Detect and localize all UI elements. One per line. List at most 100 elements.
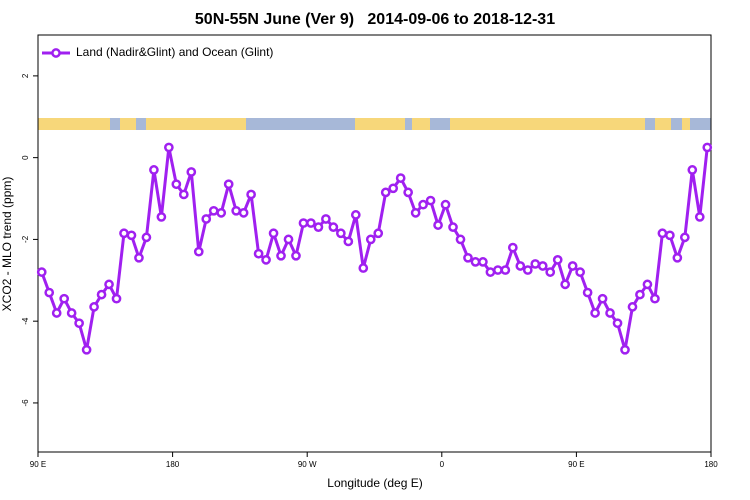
data-point	[530, 259, 541, 269]
data-point	[403, 187, 413, 198]
data-point	[306, 218, 316, 228]
data-point	[238, 207, 249, 218]
y-tick-label: -6	[21, 399, 30, 407]
x-tick-label: 0	[440, 460, 445, 469]
data-point	[164, 142, 174, 153]
data-point	[149, 165, 159, 175]
data-point	[261, 255, 271, 265]
data-point	[74, 318, 84, 329]
data-point	[268, 228, 279, 239]
data-point	[672, 252, 683, 263]
data-point	[44, 287, 55, 298]
y-axis-label: XCO2 - MLO trend (ppm)	[0, 177, 14, 312]
data-point	[171, 179, 182, 190]
data-point	[657, 228, 668, 239]
data-point	[96, 289, 107, 300]
legend-label: Land (Nadir&Glint) and Ocean (Glint)	[76, 45, 273, 59]
data-point	[156, 212, 167, 222]
x-tick-label: 180	[704, 460, 718, 469]
data-point	[283, 234, 294, 245]
data-point	[522, 265, 533, 275]
y-tick-label: -4	[21, 317, 30, 325]
data-point	[59, 293, 70, 304]
data-point	[582, 287, 593, 298]
data-point	[313, 222, 324, 232]
x-tick-label: 90 E	[30, 460, 46, 469]
data-point	[134, 252, 144, 263]
data-point	[575, 267, 585, 277]
data-point	[119, 228, 129, 239]
data-point	[201, 214, 212, 224]
data-point	[590, 308, 600, 318]
data-point	[605, 308, 615, 318]
data-point	[380, 187, 391, 198]
data-point	[178, 189, 189, 200]
legend-marker	[51, 48, 61, 58]
data-point	[358, 263, 369, 273]
data-point	[507, 242, 518, 253]
data-point	[537, 261, 548, 271]
plot-frame	[37, 34, 712, 453]
data-point	[679, 232, 690, 243]
data-point	[36, 267, 47, 277]
data-point	[51, 308, 62, 318]
data-point	[253, 248, 264, 259]
data-point	[395, 173, 406, 183]
y-tick-label: -2	[21, 235, 30, 243]
data-point	[440, 199, 451, 210]
data-point	[635, 289, 645, 300]
data-point	[500, 265, 511, 275]
data-point	[81, 344, 92, 355]
data-point	[336, 228, 346, 239]
data-point	[515, 261, 526, 271]
x-axis-label: Longitude (deg E)	[327, 476, 422, 490]
data-point	[246, 189, 256, 200]
x-tick-label: 90 E	[568, 460, 584, 469]
data-point	[223, 179, 234, 190]
data-point	[627, 302, 638, 312]
chart-title: 50N-55N June (Ver 9) 2014-09-06 to 2018-…	[195, 11, 555, 28]
data-point	[111, 293, 122, 304]
y-tick-label: 2	[21, 73, 30, 78]
data-point	[642, 279, 653, 290]
data-point	[545, 267, 556, 277]
data-point	[328, 222, 339, 232]
data-point	[702, 142, 713, 153]
x-tick-label: 90 W	[298, 460, 317, 469]
data-point	[493, 265, 503, 275]
data-point	[193, 246, 204, 257]
data-point	[388, 183, 399, 194]
data-point	[141, 232, 152, 243]
data-point	[231, 205, 242, 216]
data-point	[448, 222, 458, 232]
data-point	[567, 261, 578, 271]
data-point	[485, 267, 496, 277]
data-point	[186, 167, 197, 177]
data-point	[650, 293, 660, 304]
data-point	[89, 302, 99, 312]
data-point	[216, 207, 227, 218]
data-point	[687, 165, 698, 175]
data-point	[66, 308, 77, 318]
data-point	[478, 257, 488, 267]
land-ocean-strip	[38, 118, 711, 130]
data-point	[298, 218, 309, 228]
data-point	[276, 250, 286, 261]
data-point	[552, 255, 563, 265]
data-point	[694, 212, 705, 222]
data-point	[208, 205, 219, 216]
data-point	[597, 293, 608, 304]
data-point	[425, 195, 436, 206]
x-tick-label: 180	[166, 460, 180, 469]
data-point	[463, 252, 473, 263]
data-point	[612, 318, 623, 329]
data-point	[373, 228, 384, 239]
data-point	[365, 234, 376, 245]
data-point	[418, 199, 428, 210]
data-point	[620, 344, 630, 355]
data-point	[433, 220, 443, 230]
data-point	[455, 234, 466, 245]
y-tick-label: 0	[21, 155, 30, 160]
data-point	[665, 230, 675, 241]
